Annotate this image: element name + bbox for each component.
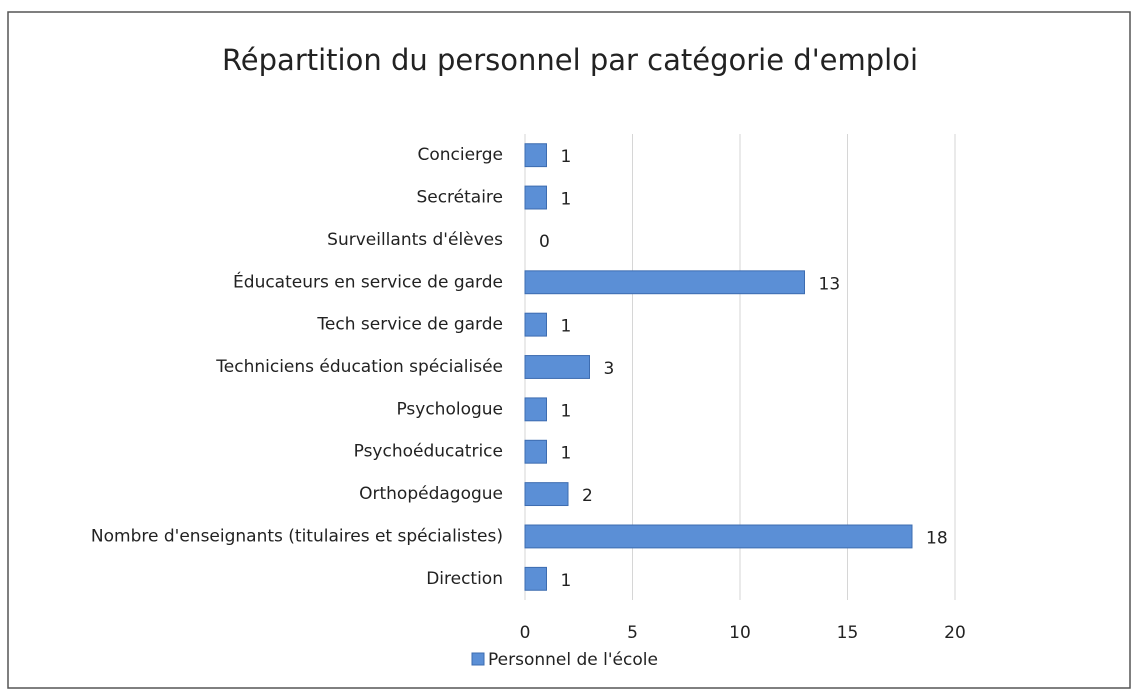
bar bbox=[524, 312, 547, 337]
x-tick-label: 15 bbox=[837, 623, 859, 643]
data-label: 2 bbox=[582, 486, 593, 506]
y-tick-label: Direction bbox=[426, 569, 503, 589]
y-tick-label: Surveillants d'élèves bbox=[327, 230, 503, 250]
y-tick-label: Concierge bbox=[417, 145, 503, 165]
y-tick-label: Techniciens éducation spécialisée bbox=[215, 357, 503, 377]
data-label: 1 bbox=[561, 317, 572, 337]
data-label: 18 bbox=[926, 528, 948, 548]
y-tick-label: Tech service de garde bbox=[316, 315, 503, 335]
data-label: 3 bbox=[604, 359, 615, 379]
data-label: 0 bbox=[539, 232, 550, 252]
y-tick-label: Psychologue bbox=[396, 399, 503, 419]
bar bbox=[524, 524, 913, 549]
chart-title: Répartition du personnel par catégorie d… bbox=[222, 43, 918, 77]
data-label: 1 bbox=[561, 401, 572, 421]
data-label: 13 bbox=[819, 274, 841, 294]
y-tick-label: Éducateurs en service de garde bbox=[233, 270, 503, 292]
data-label: 1 bbox=[561, 444, 572, 464]
x-tick-label: 0 bbox=[520, 623, 531, 643]
data-label: 1 bbox=[561, 571, 572, 591]
x-tick-label: 10 bbox=[729, 623, 751, 643]
bar bbox=[524, 143, 547, 168]
bar bbox=[524, 355, 590, 379]
legend-swatch bbox=[471, 652, 485, 666]
y-tick-label: Psychoéducatrice bbox=[354, 442, 503, 462]
bar bbox=[524, 185, 547, 210]
bar bbox=[524, 397, 547, 422]
bar bbox=[524, 566, 547, 591]
bar bbox=[524, 439, 547, 464]
y-tick-label: Secrétaire bbox=[416, 188, 503, 208]
data-label: 1 bbox=[561, 147, 572, 167]
data-label: 1 bbox=[561, 190, 572, 210]
bar bbox=[524, 270, 805, 295]
y-tick-label: Nombre d'enseignants (titulaires et spéc… bbox=[91, 526, 503, 546]
x-tick-label: 5 bbox=[627, 623, 638, 643]
chart-border bbox=[7, 11, 1131, 689]
legend-label: Personnel de l'école bbox=[488, 650, 658, 670]
bar bbox=[524, 482, 569, 507]
y-tick-label: Orthopédagogue bbox=[359, 484, 503, 504]
x-tick-label: 20 bbox=[944, 623, 966, 643]
